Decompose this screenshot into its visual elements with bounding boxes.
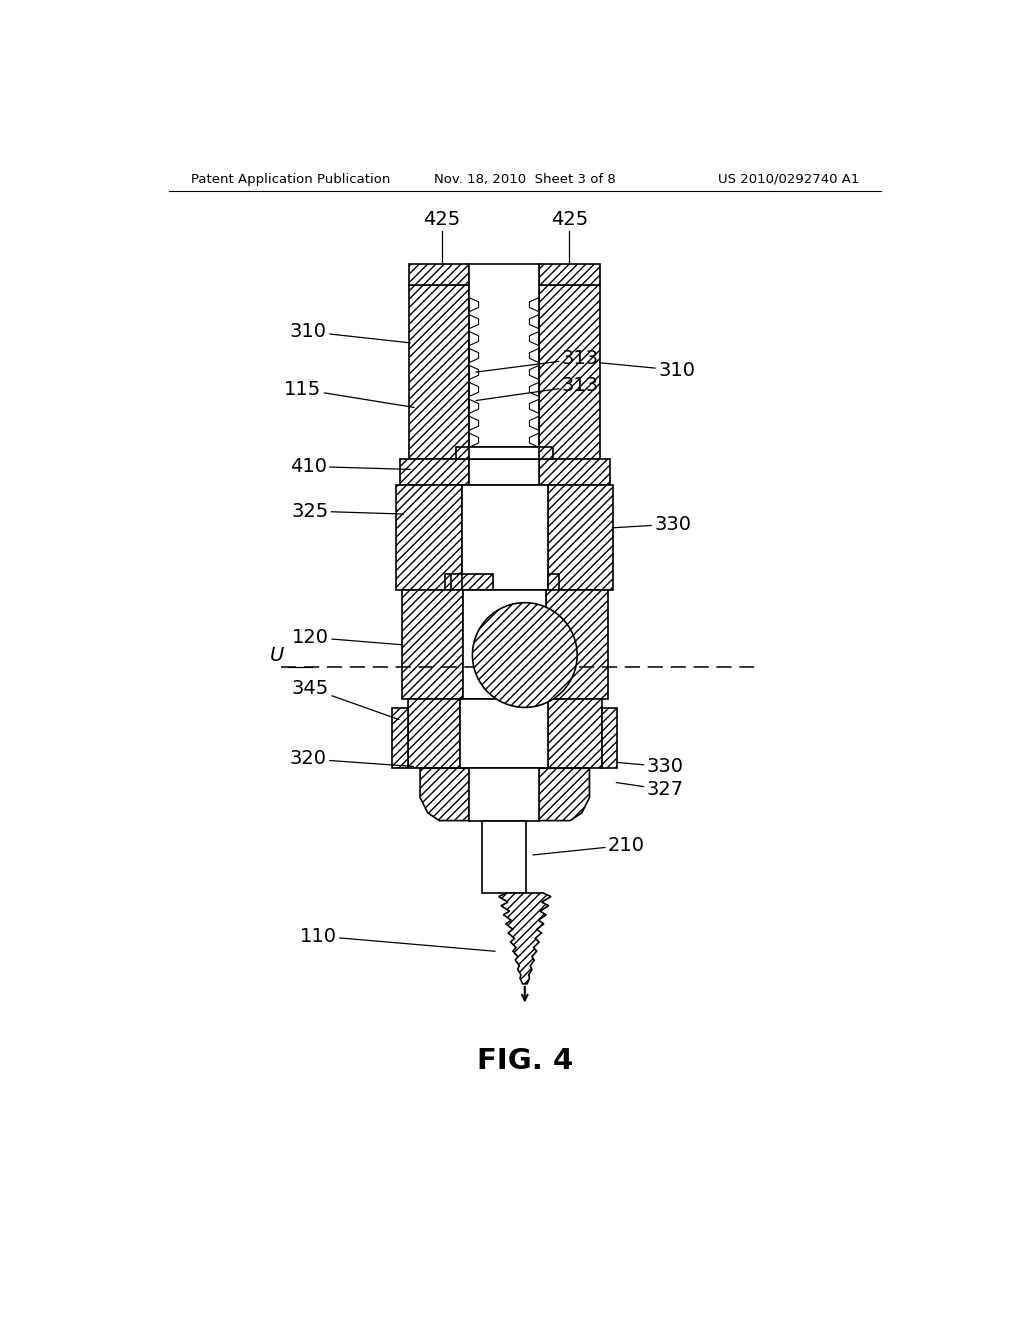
Polygon shape: [529, 366, 539, 379]
Polygon shape: [529, 433, 539, 447]
Bar: [547, 590, 608, 700]
Bar: [548, 574, 559, 590]
Text: 320: 320: [290, 750, 414, 768]
Text: 330: 330: [616, 758, 683, 776]
Bar: [547, 590, 557, 607]
Text: 345: 345: [292, 678, 399, 719]
Bar: [460, 700, 548, 768]
Bar: [400, 459, 469, 484]
Bar: [548, 700, 602, 768]
Bar: [451, 574, 462, 590]
Bar: [481, 821, 526, 892]
Text: 210: 210: [532, 836, 645, 855]
Polygon shape: [529, 331, 539, 346]
Polygon shape: [469, 314, 478, 329]
Bar: [539, 459, 609, 484]
Text: Nov. 18, 2010  Sheet 3 of 8: Nov. 18, 2010 Sheet 3 of 8: [434, 173, 615, 186]
Text: 120: 120: [292, 628, 402, 647]
Bar: [548, 484, 613, 590]
Bar: [463, 590, 547, 607]
Bar: [392, 708, 408, 768]
Text: 425: 425: [423, 210, 460, 230]
Polygon shape: [469, 298, 478, 312]
Text: 330: 330: [612, 515, 691, 533]
Text: 110: 110: [300, 927, 495, 952]
Bar: [410, 264, 469, 285]
Circle shape: [472, 603, 578, 708]
Polygon shape: [420, 768, 469, 821]
Text: U: U: [270, 647, 285, 665]
Text: 325: 325: [291, 502, 403, 520]
Polygon shape: [499, 892, 551, 983]
Polygon shape: [529, 383, 539, 396]
Text: US 2010/0292740 A1: US 2010/0292740 A1: [718, 173, 859, 186]
Text: 313: 313: [476, 348, 599, 372]
Bar: [410, 285, 469, 459]
Bar: [469, 264, 539, 459]
Text: 313: 313: [476, 376, 599, 400]
Polygon shape: [469, 383, 478, 396]
Text: FIG. 4: FIG. 4: [477, 1047, 572, 1074]
Bar: [539, 285, 600, 459]
Polygon shape: [529, 400, 539, 413]
Bar: [469, 768, 539, 821]
Bar: [463, 590, 547, 700]
Polygon shape: [469, 348, 478, 363]
Polygon shape: [529, 298, 539, 312]
Bar: [602, 708, 617, 768]
Text: 115: 115: [285, 380, 415, 408]
Polygon shape: [469, 400, 478, 413]
Polygon shape: [469, 331, 478, 346]
Bar: [453, 590, 463, 607]
Bar: [444, 574, 494, 590]
Bar: [396, 484, 462, 590]
Bar: [469, 447, 539, 459]
Text: 310: 310: [290, 322, 411, 343]
Text: Patent Application Publication: Patent Application Publication: [190, 173, 390, 186]
Polygon shape: [469, 433, 478, 447]
Text: 410: 410: [290, 457, 411, 477]
Polygon shape: [529, 348, 539, 363]
Polygon shape: [469, 416, 478, 430]
Polygon shape: [539, 768, 590, 821]
Text: 327: 327: [616, 780, 684, 800]
Text: 425: 425: [551, 210, 588, 230]
Bar: [539, 264, 600, 285]
Bar: [462, 484, 548, 590]
Text: 310: 310: [599, 360, 695, 380]
Polygon shape: [469, 366, 478, 379]
Polygon shape: [529, 314, 539, 329]
Bar: [469, 459, 539, 484]
Bar: [401, 590, 463, 700]
Bar: [408, 700, 460, 768]
Polygon shape: [529, 416, 539, 430]
Bar: [456, 447, 553, 459]
